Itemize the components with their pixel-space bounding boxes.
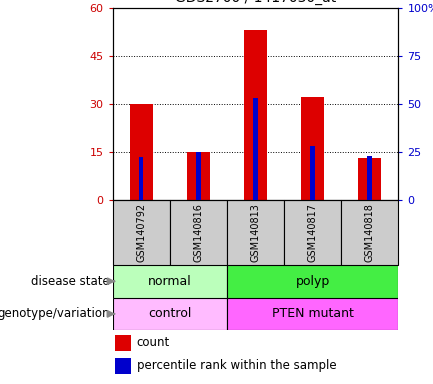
Bar (187, 152, 210, 200)
Text: GSM140818: GSM140818 (365, 203, 375, 262)
Bar (227, 200, 284, 265)
Bar (130, 104, 152, 200)
Bar (341, 200, 398, 265)
Text: GSM140813: GSM140813 (250, 203, 261, 262)
Text: percentile rank within the sample: percentile rank within the sample (137, 359, 336, 372)
Bar (170, 200, 227, 265)
Bar (359, 158, 381, 200)
Bar (284, 200, 341, 265)
Bar (227, 265, 398, 298)
Bar (253, 98, 258, 200)
Bar (301, 97, 324, 200)
Bar (113, 298, 227, 330)
Text: GSM140792: GSM140792 (136, 203, 146, 262)
Bar (244, 30, 267, 200)
Text: control: control (148, 308, 191, 320)
Text: GSM140817: GSM140817 (307, 203, 318, 262)
Bar (116, 358, 131, 374)
Text: genotype/variation: genotype/variation (0, 308, 110, 320)
Text: GSM140816: GSM140816 (193, 203, 204, 262)
Text: PTEN mutant: PTEN mutant (271, 308, 354, 320)
Bar (227, 298, 398, 330)
Text: polyp: polyp (295, 275, 330, 288)
Bar (116, 335, 131, 351)
Text: normal: normal (148, 275, 192, 288)
Bar (310, 146, 315, 200)
Bar (113, 200, 170, 265)
Text: count: count (137, 336, 170, 349)
Text: disease state: disease state (31, 275, 110, 288)
Bar (113, 265, 227, 298)
Bar (196, 152, 200, 200)
Title: GDS2700 / 1417030_at: GDS2700 / 1417030_at (175, 0, 336, 5)
Bar (368, 156, 372, 200)
Bar (139, 157, 143, 200)
